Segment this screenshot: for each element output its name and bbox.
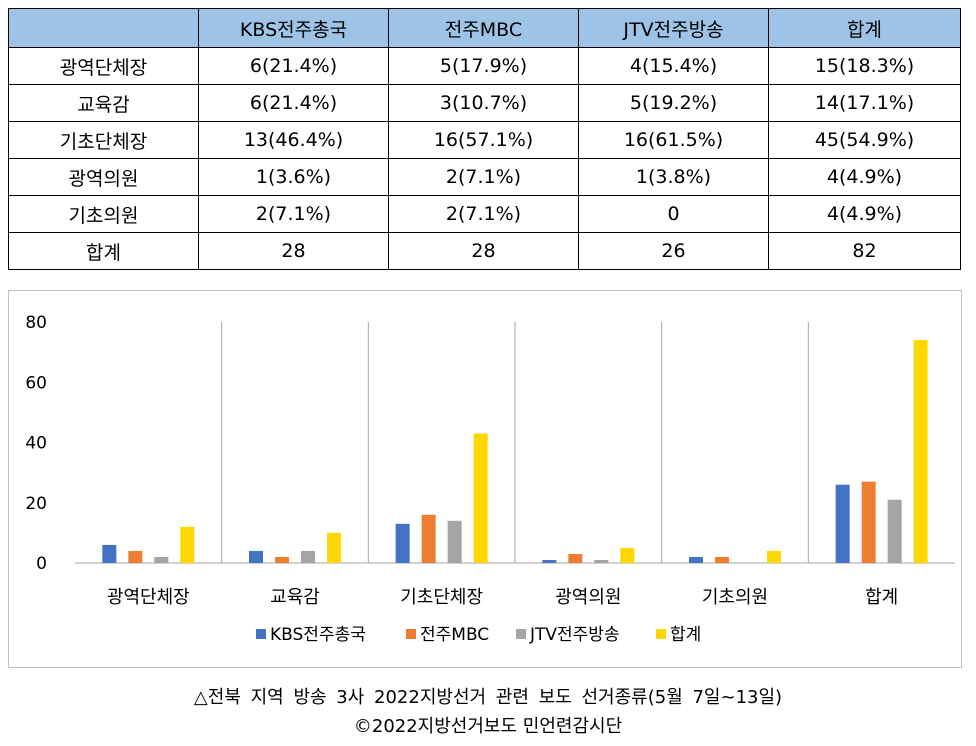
- bar-chart: 0 20 40 60 80 광역단체장 교육감 기초단체장 광역의원 기초의원 합계 KBS전주총국 전…: [8, 290, 962, 668]
- bar-합계: [473, 433, 488, 563]
- bar-JTV전주방송: [887, 499, 902, 563]
- y-tick-label: 80: [25, 313, 47, 333]
- row-label-cell: 광역단체장: [8, 47, 199, 85]
- table-cell: 26: [578, 232, 769, 270]
- legend-swatch-KBS전주총국: [256, 629, 266, 639]
- table-header-cell: 전주MBC: [388, 8, 579, 48]
- table-cell: 4(4.9%): [768, 158, 961, 196]
- bar-KBS전주총국: [249, 550, 263, 563]
- bar-KBS전주총국: [835, 484, 850, 563]
- table-header-cell: JTV전주방송: [578, 8, 769, 48]
- table-cell: 82: [768, 232, 961, 270]
- bar-합계: [913, 340, 928, 563]
- bar-합계: [767, 550, 781, 563]
- table-header-cell: 합계: [768, 8, 961, 48]
- table-row: 광역의원 1(3.6%) 2(7.1%) 1(3.8%) 4(4.9%): [8, 158, 961, 196]
- table-row: 광역단체장 6(21.4%) 5(17.9%) 4(15.4%) 15(18.3%): [8, 47, 961, 85]
- table-cell: 2(7.1%): [198, 195, 389, 233]
- table-cell: 14(17.1%): [768, 84, 961, 122]
- bar-KBS전주총국: [542, 559, 557, 563]
- table-cell: 1(3.6%): [198, 158, 389, 196]
- table-cell: 28: [198, 232, 389, 270]
- x-tick-label: 기초의원: [702, 587, 768, 608]
- table-cell: 0: [578, 195, 769, 233]
- x-tick-label: 교육감: [270, 587, 320, 608]
- bar-합계: [620, 547, 635, 563]
- legend-label: KBS전주총국: [270, 625, 366, 645]
- table-row: 기초의원 2(7.1%) 2(7.1%) 0 4(4.9%): [8, 195, 961, 233]
- data-table: KBS전주총국 전주MBC JTV전주방송 합계 광역단체장 6(21.4%) 5(17.…: [8, 8, 961, 270]
- row-label-cell: 교육감: [8, 84, 199, 122]
- bar-합계: [180, 526, 195, 563]
- table-row: 합계 28 28 26 82: [8, 232, 961, 270]
- legend-label: 합계: [670, 625, 701, 645]
- row-label-cell: 기초단체장: [8, 121, 199, 159]
- table-cell: 13(46.4%): [198, 121, 389, 159]
- table-cell: 28: [388, 232, 579, 270]
- table-cell: 16(61.5%): [578, 121, 769, 159]
- legend-swatch-전주MBC: [406, 629, 416, 639]
- table-cell: 5(19.2%): [578, 84, 769, 122]
- legend-label: 전주MBC: [420, 625, 489, 645]
- bar-JTV전주방송: [301, 550, 315, 563]
- row-label-cell: 기초의원: [8, 195, 199, 233]
- bar-합계: [327, 532, 341, 563]
- table-cell: 4(4.9%): [768, 195, 961, 233]
- bar-KBS전주총국: [102, 544, 117, 563]
- legend-swatch-합계: [656, 629, 666, 639]
- bar-전주MBC: [421, 514, 436, 563]
- row-label-cell: 합계: [8, 232, 199, 270]
- table-cell: 16(57.1%): [388, 121, 579, 159]
- table-cell: 15(18.3%): [768, 47, 961, 85]
- bar-KBS전주총국: [395, 523, 410, 563]
- table-cell: 45(54.9%): [768, 121, 961, 159]
- table-cell: 2(7.1%): [388, 195, 579, 233]
- bar-전주MBC: [715, 556, 729, 563]
- legend-label: JTV전주방송: [529, 625, 620, 645]
- bar-JTV전주방송: [154, 556, 169, 563]
- y-tick-label: 20: [25, 494, 47, 514]
- table-body: 광역단체장 6(21.4%) 5(17.9%) 4(15.4%) 15(18.3%) 교육…: [8, 47, 961, 270]
- x-tick-label: 광역의원: [555, 587, 621, 608]
- bar-JTV전주방송: [447, 520, 462, 563]
- row-label-cell: 광역의원: [8, 158, 199, 196]
- legend-swatch-JTV전주방송: [516, 629, 526, 639]
- table-header-row: KBS전주총국 전주MBC JTV전주방송 합계: [8, 8, 961, 48]
- table-row: 교육감 6(21.4%) 3(10.7%) 5(19.2%) 14(17.1%): [8, 84, 961, 122]
- table-cell: 2(7.1%): [388, 158, 579, 196]
- table-row: 기초단체장 13(46.4%) 16(57.1%) 16(61.5%) 45(54.9%…: [8, 121, 961, 159]
- y-tick-label: 0: [36, 554, 47, 574]
- bar-전주MBC: [568, 553, 583, 563]
- caption-source: △전북 지역 방송 3사 2022지방선거 관련 보도 선거종류(5월 7일~1…: [193, 687, 783, 708]
- y-tick-label: 40: [25, 434, 47, 454]
- bar-JTV전주방송: [594, 559, 609, 563]
- bar-전주MBC: [128, 550, 143, 563]
- x-tick-label: 기초단체장: [400, 587, 483, 608]
- table-cell: 3(10.7%): [388, 84, 579, 122]
- table-cell: 6(21.4%): [198, 84, 389, 122]
- table-cell: 6(21.4%): [198, 47, 389, 85]
- table-cell: 4(15.4%): [578, 47, 769, 85]
- bar-전주MBC: [275, 556, 289, 563]
- table-cell: 1(3.8%): [578, 158, 769, 196]
- table-header-cell: [8, 8, 199, 48]
- table-header-cell: KBS전주총국: [198, 8, 389, 48]
- bar-KBS전주총국: [689, 556, 703, 563]
- table-cell: 5(17.9%): [388, 47, 579, 85]
- bar-전주MBC: [861, 481, 876, 563]
- caption-credit: ©2022지방선거보도 민언련감시단: [353, 716, 623, 737]
- x-tick-label: 합계: [865, 587, 898, 608]
- x-tick-label: 광역단체장: [107, 587, 190, 608]
- y-tick-label: 60: [25, 373, 47, 393]
